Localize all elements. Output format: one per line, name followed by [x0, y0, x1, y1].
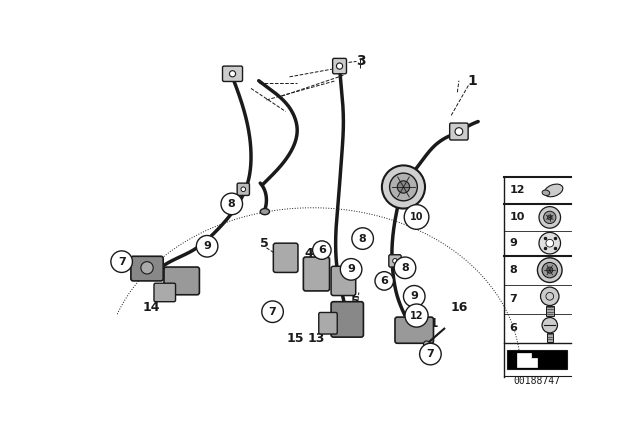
Text: 11: 11: [422, 317, 439, 330]
FancyBboxPatch shape: [131, 256, 163, 281]
Circle shape: [543, 211, 556, 224]
Circle shape: [262, 301, 284, 323]
Circle shape: [312, 241, 331, 259]
FancyBboxPatch shape: [333, 58, 346, 74]
Circle shape: [337, 63, 342, 69]
Text: 7: 7: [509, 294, 518, 304]
FancyBboxPatch shape: [547, 333, 553, 342]
Text: 12: 12: [410, 310, 423, 321]
Polygon shape: [508, 350, 566, 370]
Text: 7: 7: [426, 349, 435, 359]
FancyBboxPatch shape: [546, 306, 554, 316]
Text: 8: 8: [228, 199, 236, 209]
Polygon shape: [517, 353, 537, 367]
Circle shape: [352, 228, 373, 250]
Text: 9: 9: [347, 264, 355, 274]
FancyBboxPatch shape: [273, 243, 298, 272]
Circle shape: [397, 181, 410, 193]
FancyBboxPatch shape: [319, 313, 337, 334]
Text: 6: 6: [509, 323, 518, 333]
Circle shape: [230, 71, 236, 77]
Text: 5: 5: [260, 237, 268, 250]
Text: 7: 7: [118, 257, 125, 267]
Circle shape: [196, 236, 218, 257]
Circle shape: [403, 285, 425, 307]
Text: 1: 1: [468, 74, 477, 88]
FancyBboxPatch shape: [331, 266, 356, 296]
Ellipse shape: [542, 190, 550, 195]
FancyBboxPatch shape: [331, 302, 364, 337]
FancyBboxPatch shape: [303, 257, 330, 291]
Text: 6: 6: [380, 276, 388, 286]
Circle shape: [542, 263, 557, 278]
Text: 10: 10: [410, 212, 423, 222]
Circle shape: [141, 262, 153, 274]
Circle shape: [404, 205, 429, 229]
FancyBboxPatch shape: [450, 123, 468, 140]
Ellipse shape: [545, 184, 563, 197]
Circle shape: [340, 258, 362, 280]
Text: 2: 2: [331, 60, 340, 75]
Circle shape: [546, 239, 554, 247]
Circle shape: [393, 258, 397, 263]
Circle shape: [241, 187, 246, 192]
FancyBboxPatch shape: [395, 317, 433, 343]
Circle shape: [394, 257, 416, 279]
Text: 15: 15: [287, 332, 305, 345]
Circle shape: [538, 258, 562, 282]
Circle shape: [405, 304, 428, 327]
Circle shape: [539, 207, 561, 228]
Circle shape: [424, 341, 429, 347]
Text: 8: 8: [359, 233, 367, 244]
Circle shape: [375, 271, 394, 290]
Text: 6: 6: [318, 245, 326, 255]
Text: 8: 8: [401, 263, 409, 273]
Text: 00188747: 00188747: [513, 376, 560, 386]
Text: 5: 5: [351, 295, 359, 308]
Ellipse shape: [260, 208, 269, 215]
Text: 8: 8: [509, 265, 518, 275]
Circle shape: [455, 128, 463, 135]
Circle shape: [420, 343, 441, 365]
Text: 9: 9: [203, 241, 211, 251]
FancyBboxPatch shape: [389, 255, 401, 267]
Circle shape: [390, 173, 417, 201]
Text: 9: 9: [509, 238, 518, 248]
Text: 13: 13: [308, 332, 325, 345]
Circle shape: [221, 193, 243, 215]
Text: 10: 10: [509, 212, 525, 222]
Circle shape: [111, 251, 132, 272]
Circle shape: [541, 287, 559, 306]
FancyBboxPatch shape: [164, 267, 200, 295]
Text: 9: 9: [410, 291, 418, 302]
Text: 3: 3: [356, 55, 366, 69]
Text: 4: 4: [305, 247, 313, 260]
Text: 12: 12: [509, 185, 525, 195]
Text: 16: 16: [450, 302, 468, 314]
FancyBboxPatch shape: [223, 66, 243, 82]
Text: 7: 7: [269, 307, 276, 317]
Text: 14: 14: [142, 302, 159, 314]
Circle shape: [539, 233, 561, 254]
Circle shape: [382, 165, 425, 208]
Circle shape: [547, 215, 552, 220]
Circle shape: [547, 267, 553, 273]
FancyBboxPatch shape: [237, 183, 250, 195]
FancyBboxPatch shape: [154, 283, 175, 302]
Circle shape: [542, 318, 557, 333]
